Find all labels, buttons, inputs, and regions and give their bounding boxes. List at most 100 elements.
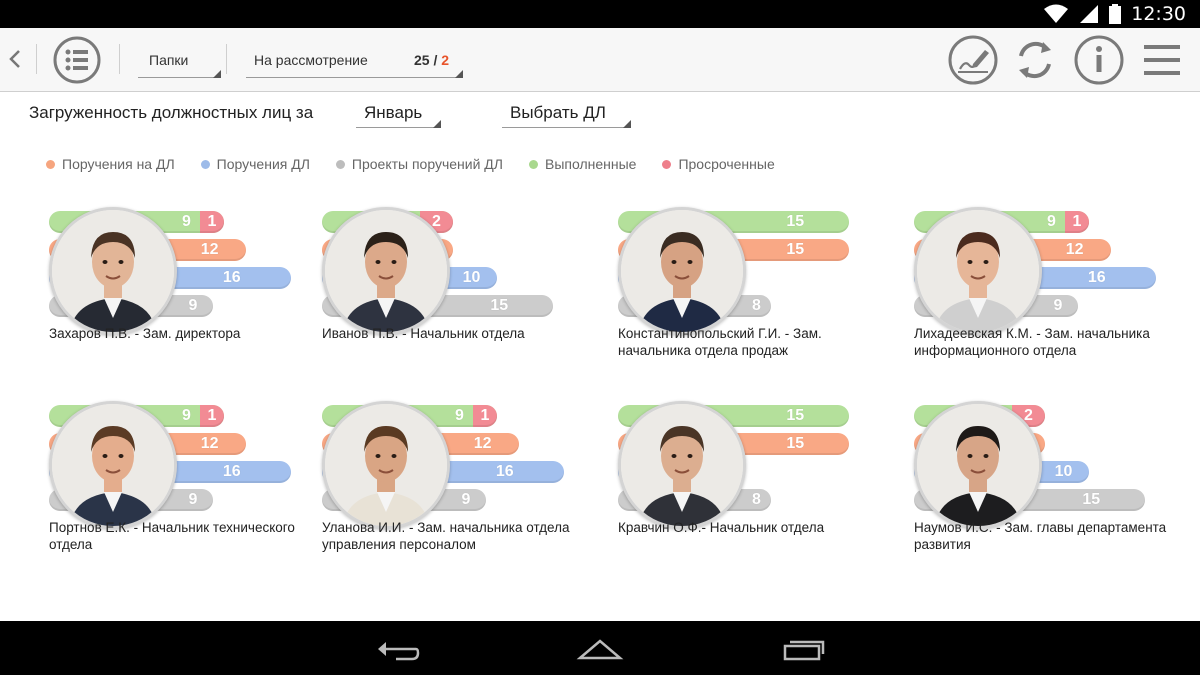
official-card[interactable]: 2461015Наумов И.С. - Зам. главы департам… xyxy=(914,401,1194,581)
battery-icon xyxy=(1109,4,1122,24)
bar-value: 15 xyxy=(786,241,805,258)
review-total: 25 xyxy=(414,52,430,68)
bar-value: 10 xyxy=(1054,463,1073,480)
month-label: Январь xyxy=(364,103,423,122)
bar-value: 15 xyxy=(490,297,509,314)
bar-value: 2 xyxy=(1024,407,1033,424)
legend-label: Поручения ДЛ xyxy=(216,156,310,172)
bar-value: 9 xyxy=(182,407,191,424)
bar-value: 16 xyxy=(495,463,514,480)
status-time: 12:30 xyxy=(1131,3,1186,25)
menu-icon[interactable] xyxy=(1136,34,1188,86)
bar-overdue xyxy=(200,405,224,427)
info-icon[interactable] xyxy=(1073,34,1125,86)
bar-value: 9 xyxy=(1047,213,1056,230)
legend-dot-icon xyxy=(200,159,210,169)
legend-label: Поручения на ДЛ xyxy=(62,156,175,172)
bar-value: 16 xyxy=(222,463,241,480)
bar-value: 16 xyxy=(1087,269,1106,286)
avatar xyxy=(49,401,177,529)
select-official-label: Выбрать ДЛ xyxy=(510,103,606,122)
home-icon[interactable] xyxy=(576,635,624,663)
avatar xyxy=(322,401,450,529)
legend: Поручения на ДЛ Поручения ДЛ Проекты поруч… xyxy=(46,156,801,172)
bar-value: 12 xyxy=(473,435,492,452)
bar-value: 1 xyxy=(207,213,217,230)
dropdown-corner-icon xyxy=(623,120,631,128)
review-dropdown[interactable]: На рассмотрение 25 / 2 xyxy=(246,46,463,78)
bar-value: 1 xyxy=(207,407,217,424)
status-bar: 12:30 xyxy=(0,0,1200,28)
official-card[interactable]: 1 9 12 16 9 Уланова И.И. - Зам. начальника от… xyxy=(322,401,602,581)
official-card[interactable]: 151528Константинопольский Г.И. - Зам. на… xyxy=(618,207,898,387)
dropdown-corner-icon xyxy=(433,120,441,128)
toolbar: Папки На рассмотрение 25 / 2 xyxy=(0,28,1200,92)
bar-value: 15 xyxy=(1082,491,1101,508)
back-icon[interactable] xyxy=(374,635,422,663)
avatar xyxy=(618,207,746,335)
sign-icon[interactable] xyxy=(947,34,999,86)
list-icon[interactable] xyxy=(52,35,102,85)
bar-value: 1 xyxy=(1072,213,1082,230)
legend-dot-icon xyxy=(335,159,345,169)
avatar xyxy=(914,401,1042,529)
recents-icon[interactable] xyxy=(780,635,828,663)
bar-value: 15 xyxy=(786,407,805,424)
avatar xyxy=(49,207,177,335)
page-title: Загруженность должностных лиц за xyxy=(29,103,314,122)
bar-value: 10 xyxy=(462,269,481,286)
official-card[interactable]: 1 9 12 16 9 Портнов Е.К. - Начальник техничес… xyxy=(49,401,329,581)
review-label: На рассмотрение xyxy=(254,52,368,68)
official-name: Константинопольский Г.И. - Зам. начальни… xyxy=(618,326,822,358)
legend-label: Просроченные xyxy=(678,156,775,172)
dropdown-corner-icon xyxy=(213,70,221,78)
signal-icon xyxy=(1079,4,1099,24)
review-separator: / xyxy=(429,52,442,68)
toolbar-divider xyxy=(226,44,227,74)
bar-value: 9 xyxy=(188,297,198,314)
sync-icon[interactable] xyxy=(1009,34,1061,86)
official-name: Иванов П.В. - Начальник отдела xyxy=(322,326,525,341)
legend-item: Поручения на ДЛ xyxy=(46,156,175,172)
bar-value: 9 xyxy=(461,491,471,508)
bar-value: 15 xyxy=(786,213,805,230)
dropdown-corner-icon xyxy=(455,70,463,78)
bar-overdue xyxy=(473,405,497,427)
official-card[interactable]: 1 9 12 16 9 Лихадеевская К.М. - Зам. начальни… xyxy=(914,207,1194,387)
bar-overdue xyxy=(1065,211,1089,233)
official-name: Портнов Е.К. - Начальник технического от… xyxy=(49,520,295,552)
month-dropdown[interactable]: Январь xyxy=(356,101,441,128)
review-count: 25 / 2 xyxy=(414,52,449,68)
official-card[interactable]: 2461015Иванов П.В. - Начальник отдела xyxy=(322,207,602,387)
bar-value: 2 xyxy=(432,213,441,230)
bar-value: 12 xyxy=(200,435,219,452)
official-name: Захаров П.В. - Зам. директора xyxy=(49,326,241,341)
official-name: Уланова И.И. - Зам. начальника отдела уп… xyxy=(322,520,570,552)
bar-value: 9 xyxy=(1053,297,1063,314)
bar-value: 8 xyxy=(751,491,761,508)
avatar xyxy=(322,207,450,335)
bar-value: 8 xyxy=(751,297,761,314)
official-name: Кравчин О.Ф.- Начальник отдела xyxy=(618,520,825,535)
bar-value: 12 xyxy=(200,241,219,258)
chevron-left-icon[interactable] xyxy=(4,44,26,74)
wifi-icon xyxy=(1043,4,1069,24)
avatar xyxy=(618,401,746,529)
select-official-dropdown[interactable]: Выбрать ДЛ xyxy=(502,101,631,128)
legend-item: Поручения ДЛ xyxy=(200,156,310,172)
official-card[interactable]: 1 9 12 16 9 Захаров П.В. - Зам. директора xyxy=(49,207,329,387)
legend-item: Выполненные xyxy=(528,156,637,172)
legend-label: Проекты поручений ДЛ xyxy=(351,156,503,172)
official-card[interactable]: 151528Кравчин О.Ф.- Начальник отдела xyxy=(618,401,898,581)
navigation-bar xyxy=(0,621,1200,675)
folders-dropdown[interactable]: Папки xyxy=(138,46,221,78)
official-name: Лихадеевская К.М. - Зам. начальника инфо… xyxy=(914,326,1150,358)
folders-label: Папки xyxy=(149,52,189,68)
bar-value: 15 xyxy=(786,435,805,452)
legend-item: Проекты поручений ДЛ xyxy=(335,156,503,172)
bar-value: 9 xyxy=(188,491,198,508)
avatar xyxy=(914,207,1042,335)
bar-overdue xyxy=(200,211,224,233)
legend-label: Выполненные xyxy=(544,156,637,172)
